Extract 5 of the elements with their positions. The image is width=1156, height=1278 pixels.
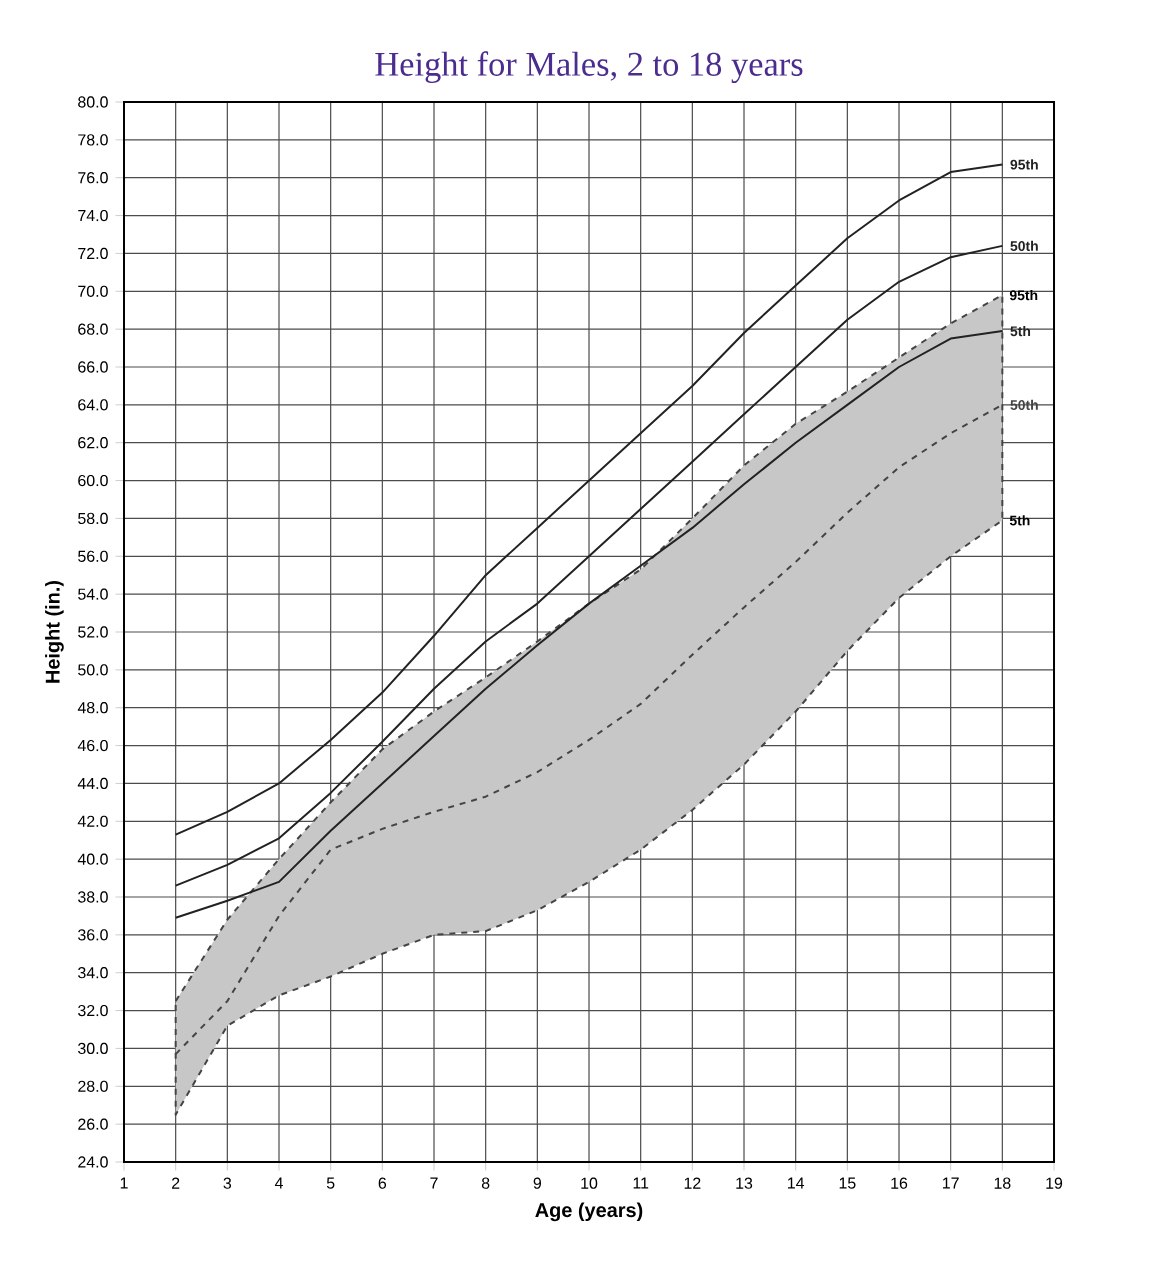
line-series	[174, 244, 1004, 887]
x-axis-title: Age (years)	[535, 1202, 643, 1222]
y-axis-title: Height (in.)	[45, 580, 64, 683]
chart-title: Height for Males, 2 to 18 years	[375, 51, 803, 84]
line-series	[174, 330, 1004, 919]
